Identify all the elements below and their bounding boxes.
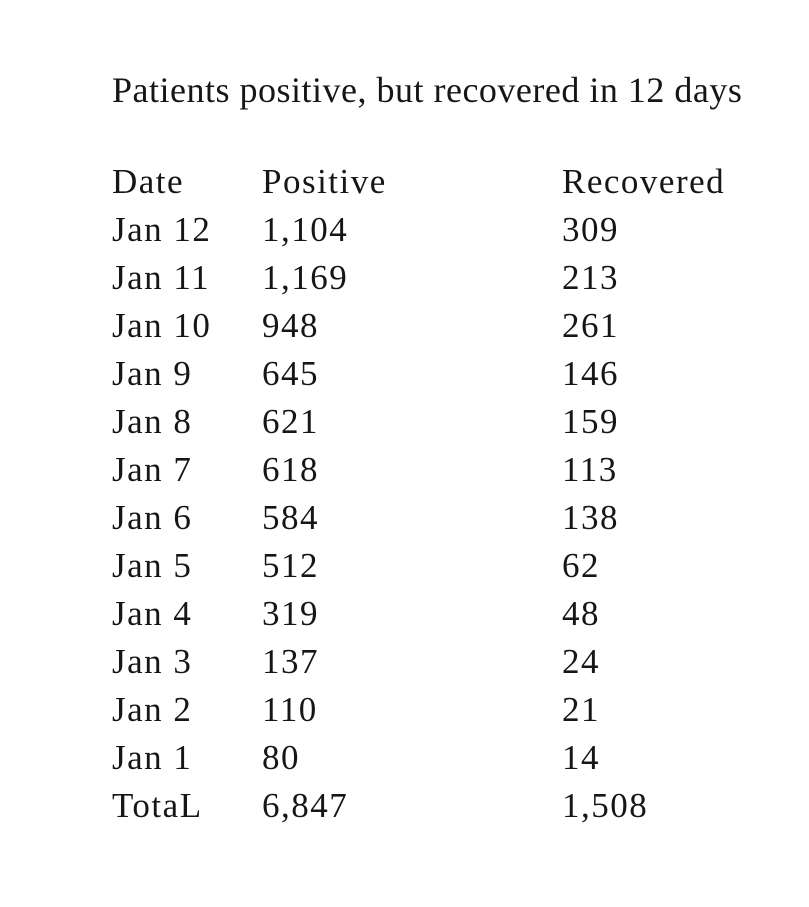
table-cell: Jan 12 — [112, 210, 212, 249]
table-header-row: Date Positive Recovered — [112, 158, 809, 206]
page-title: Patients positive, but recovered in 12 d… — [112, 70, 743, 110]
table-cell: 1,104 — [262, 210, 349, 249]
column-header: Positive — [262, 162, 387, 201]
table-cell: 1,508 — [562, 786, 649, 825]
table-cell: 146 — [562, 354, 619, 393]
table-cell: Jan 9 — [112, 354, 193, 393]
table-cell: 62 — [562, 546, 600, 585]
table-cell: 948 — [262, 306, 319, 345]
column-header: Recovered — [562, 162, 726, 201]
table-cell: 137 — [262, 642, 319, 681]
table-row: Jan 2 110 21 — [112, 686, 809, 734]
table-cell: 21 — [562, 690, 600, 729]
table-cell: 584 — [262, 498, 319, 537]
table-row: Jan 11 1,169 213 — [112, 254, 809, 302]
table-cell: 213 — [562, 258, 619, 297]
table-cell: Jan 11 — [112, 258, 211, 297]
table-cell: 113 — [562, 450, 618, 489]
table-cell: 618 — [262, 450, 319, 489]
table-row: Jan 1 80 14 — [112, 734, 809, 782]
table-row: Jan 4 319 48 — [112, 590, 809, 638]
table-cell: 1,169 — [262, 258, 349, 297]
table-cell: 48 — [562, 594, 600, 633]
table-row: Jan 8 621 159 — [112, 398, 809, 446]
table-cell: 80 — [262, 738, 300, 777]
table-row: Jan 5 512 62 — [112, 542, 809, 590]
table-cell: TotaL — [112, 786, 203, 825]
table-row: Jan 3 137 24 — [112, 638, 809, 686]
table-cell: 138 — [562, 498, 619, 537]
table-cell: Jan 3 — [112, 642, 193, 681]
table-cell: Jan 10 — [112, 306, 212, 345]
table-row: Jan 10 948 261 — [112, 302, 809, 350]
table-cell: Jan 7 — [112, 450, 193, 489]
table-cell: Jan 8 — [112, 402, 193, 441]
table-row: Jan 12 1,104 309 — [112, 206, 809, 254]
table-cell: 6,847 — [262, 786, 349, 825]
table-cell: Jan 6 — [112, 498, 193, 537]
table-row: Jan 6 584 138 — [112, 494, 809, 542]
table-cell: 14 — [562, 738, 600, 777]
table-cell: Jan 4 — [112, 594, 193, 633]
table-row: Jan 9 645 146 — [112, 350, 809, 398]
table-row: Jan 7 618 113 — [112, 446, 809, 494]
table-cell: 621 — [262, 402, 319, 441]
table-cell: 645 — [262, 354, 319, 393]
table-cell: 309 — [562, 210, 619, 249]
table-cell: 110 — [262, 690, 318, 729]
table-cell: 261 — [562, 306, 619, 345]
column-header: Date — [112, 162, 185, 201]
table-cell: Jan 1 — [112, 738, 193, 777]
title-gap — [112, 114, 809, 158]
data-table: Date Positive Recovered Jan 12 1,104 309 Jan 1… — [112, 158, 809, 830]
table-cell: 24 — [562, 642, 600, 681]
table-cell: 512 — [262, 546, 319, 585]
table-cell: Jan 2 — [112, 690, 193, 729]
table-cell: Jan 5 — [112, 546, 193, 585]
table-cell: 319 — [262, 594, 319, 633]
table-row: TotaL 6,847 1,508 — [112, 782, 809, 830]
table-cell: 159 — [562, 402, 619, 441]
